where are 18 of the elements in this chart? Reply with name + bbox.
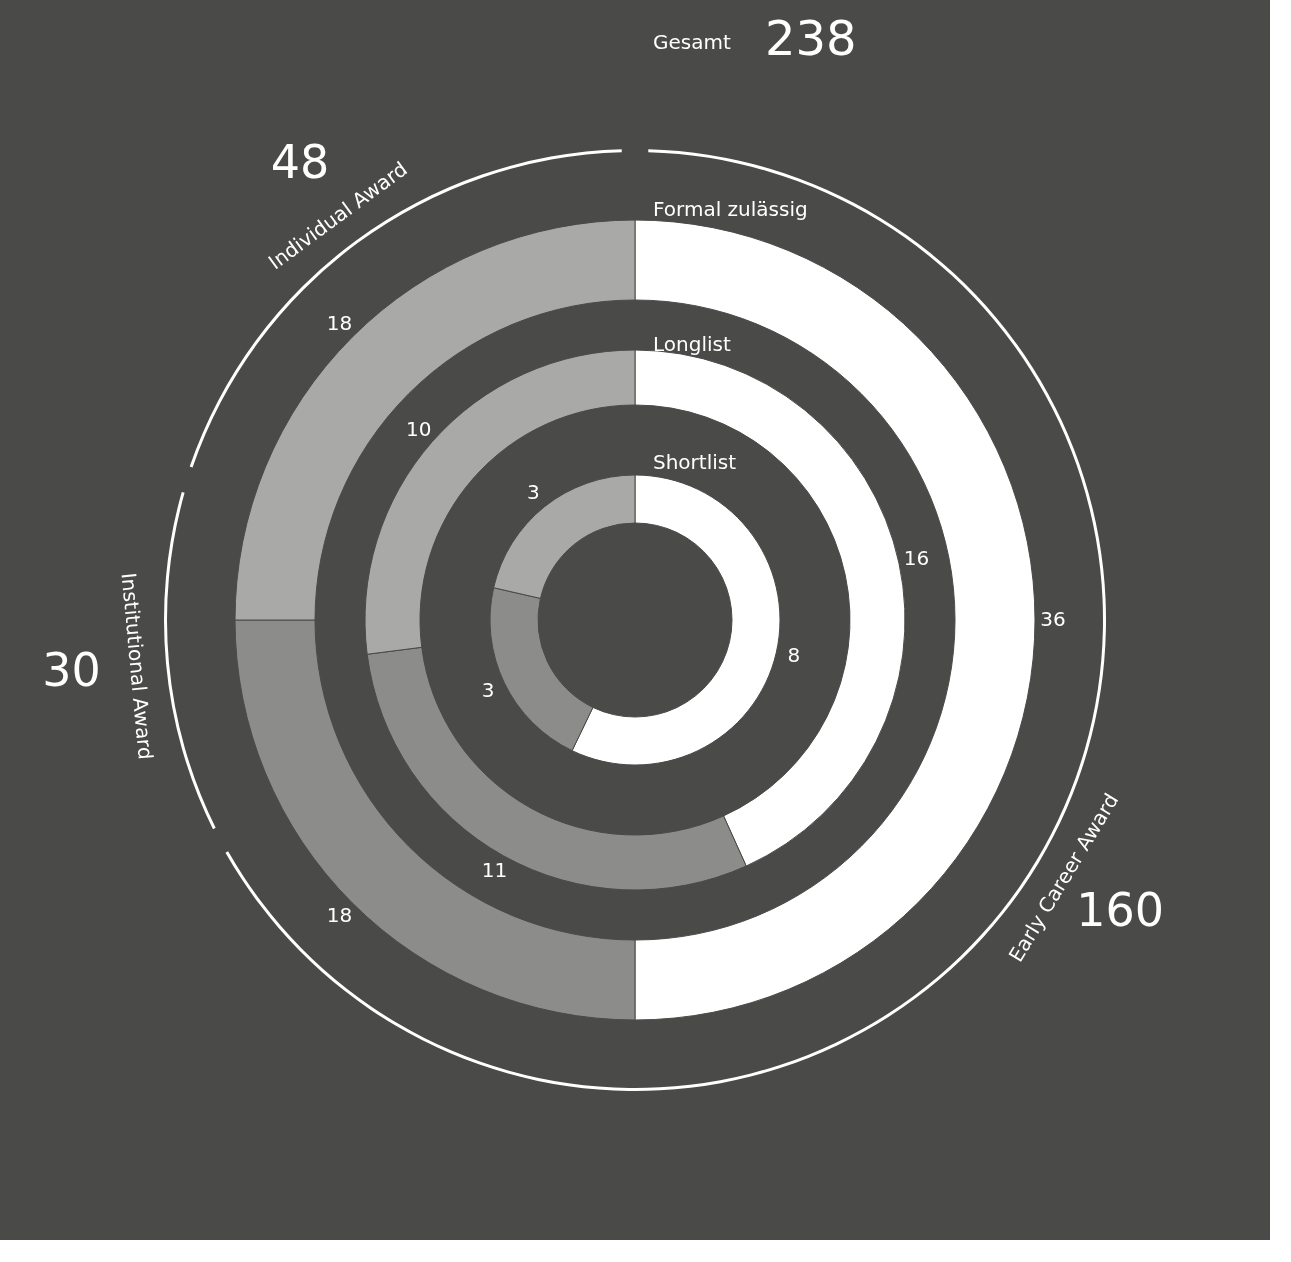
data-label: 10 (406, 416, 432, 441)
data-label: 3 (481, 677, 495, 702)
data-label: 160 (1076, 882, 1165, 937)
data-label: 3 (527, 479, 540, 504)
data-label: 48 (270, 134, 330, 189)
slice-label: Shortlist (653, 450, 737, 474)
data-label: 18 (326, 902, 353, 927)
text: 238 (765, 10, 857, 66)
data-label: 8 (787, 643, 801, 668)
slice-label: Institutional Award (116, 571, 158, 761)
slice-label: Formal zulässig (653, 197, 808, 221)
data-label: 18 (326, 311, 353, 336)
slice-label: Gesamt (653, 30, 731, 54)
data-label: 16 (903, 546, 930, 571)
slice-label: Longlist (653, 332, 731, 356)
data-label: 30 (42, 643, 101, 698)
data-label: 36 (1040, 607, 1066, 631)
data-label: 11 (481, 858, 508, 883)
